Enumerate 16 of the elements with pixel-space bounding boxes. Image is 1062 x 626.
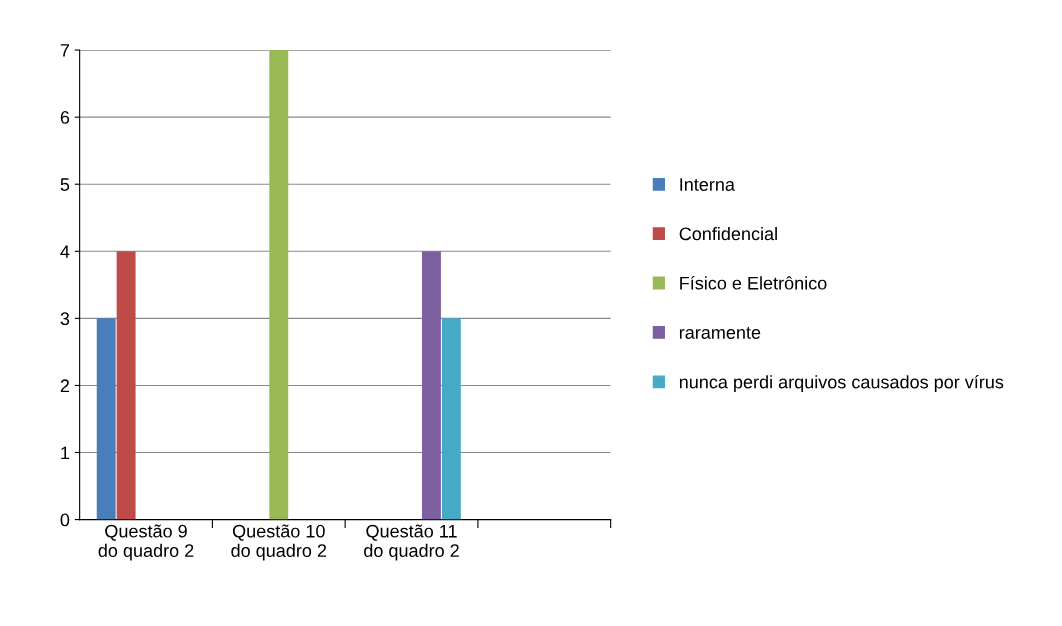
- legend-label: raramente: [679, 327, 761, 339]
- y-tick-label: 7: [60, 44, 70, 57]
- y-tick-label: 2: [60, 379, 70, 392]
- x-tick-label: Questão 9 do quadro 2: [98, 524, 194, 561]
- y-tick-label: 3: [60, 312, 70, 326]
- y-tick-label: 0: [60, 513, 70, 527]
- y-tick-label: 1: [61, 446, 70, 460]
- legend-label: nunca perdi arquivos causados por vírus: [679, 374, 1004, 393]
- legend-label: Interna: [680, 178, 735, 191]
- x-tick-label: Questão 10 do quadro 2: [231, 524, 327, 561]
- y-tick-label: 6: [60, 111, 70, 124]
- legend-label: Confidencial: [679, 226, 777, 241]
- y-tick-label: 5: [60, 178, 70, 191]
- legend-label: Físico e Eletrônico: [680, 276, 827, 290]
- x-tick-label: Questão 11 do quadro 2: [364, 524, 459, 561]
- y-tick-label: 4: [60, 245, 70, 258]
